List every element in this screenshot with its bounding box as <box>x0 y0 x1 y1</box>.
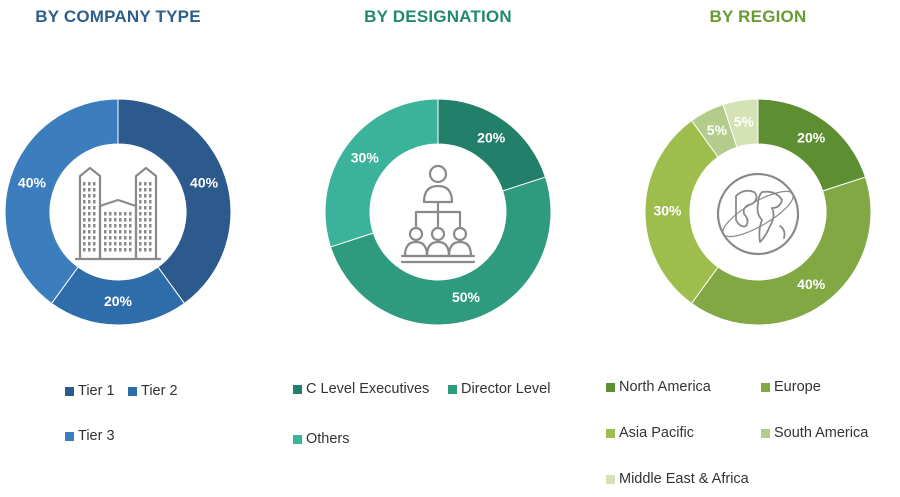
legend-swatch <box>761 382 770 392</box>
slice-label-middle-east-africa: 5% <box>734 113 755 129</box>
legend-swatch <box>293 434 302 444</box>
legend-label: Europe <box>774 379 821 395</box>
slice-label-tier-1: 40% <box>190 175 219 191</box>
office-buildings-icon <box>74 166 162 261</box>
slice-label-north-america: 20% <box>797 129 826 145</box>
legend-swatch <box>606 382 615 392</box>
legend-label: South America <box>774 425 869 441</box>
region-panel: BY REGION 20% 40% 30% 5% 5% <box>640 0 876 497</box>
slice-tier-3 <box>4 98 119 305</box>
legend-swatch <box>293 384 302 394</box>
slice-label-others: 30% <box>351 150 380 166</box>
legend-item-north-america: North America <box>606 379 711 395</box>
slice-label-asia-pacific: 30% <box>653 203 682 219</box>
designation-panel: BY DESIGNATION 20% 50% 30% <box>320 0 556 497</box>
slice-label-south-america: 5% <box>707 122 728 138</box>
legend-item-tier-2: Tier 2 <box>128 383 178 399</box>
legend-item-tier-3: Tier 3 <box>65 428 115 444</box>
slice-director-level <box>329 176 552 326</box>
region-title: BY REGION <box>709 7 807 26</box>
legend-label: Tier 2 <box>141 383 178 399</box>
legend-item-asia-pacific: Asia Pacific <box>606 425 694 441</box>
legend-item-south-america: South America <box>761 425 868 441</box>
slice-middle-east-africa <box>722 98 759 148</box>
slice-others <box>324 98 439 248</box>
org-chart-people-icon <box>400 164 476 264</box>
legend-swatch <box>761 428 770 438</box>
slice-label-tier-3: 40% <box>18 175 47 191</box>
legend-swatch <box>128 386 137 396</box>
legend-label: Director Level <box>461 381 551 397</box>
legend-item-europe: Europe <box>761 379 821 395</box>
legend-swatch <box>448 384 457 394</box>
legend-item-others: Others <box>293 431 350 447</box>
company-type-title: BY COMPANY TYPE <box>35 7 201 26</box>
region-donut-chart: 20% 40% 30% 5% 5% <box>644 98 872 326</box>
legend-label: Tier 1 <box>78 383 115 399</box>
slice-asia-pacific <box>644 119 719 305</box>
legend-label: North America <box>619 379 711 395</box>
legend-swatch <box>606 428 615 438</box>
slice-europe <box>690 176 872 326</box>
legend-item-tier-1: Tier 1 <box>65 383 115 399</box>
slice-label-tier-2: 20% <box>104 293 133 309</box>
legend-swatch <box>65 431 74 441</box>
slice-tier-1 <box>117 98 232 305</box>
legend-label: Tier 3 <box>78 428 115 444</box>
company-type-panel: BY COMPANY TYPE 40% 20% 40% <box>0 0 236 497</box>
legend-swatch <box>606 474 615 484</box>
legend-label: Middle East & Africa <box>619 471 749 487</box>
legend-item-director: Director Level <box>448 381 550 397</box>
slice-label-c-level-executives: 20% <box>477 129 506 145</box>
designation-title: BY DESIGNATION <box>364 7 512 26</box>
company-type-donut-chart: 40% 20% 40% <box>4 98 232 326</box>
legend-swatch <box>65 386 74 396</box>
slice-label-director-level: 50% <box>452 289 481 305</box>
slice-label-europe: 40% <box>797 276 826 292</box>
legend-label: Others <box>306 431 350 447</box>
legend-item-middle-east-africa: Middle East & Africa <box>606 471 749 487</box>
legend-item-c-level: C Level Executives <box>293 381 429 397</box>
legend-label: C Level Executives <box>306 381 430 397</box>
designation-donut-chart: 20% 50% 30% <box>324 98 552 326</box>
legend-label: Asia Pacific <box>619 425 694 441</box>
globe-icon <box>716 172 800 256</box>
